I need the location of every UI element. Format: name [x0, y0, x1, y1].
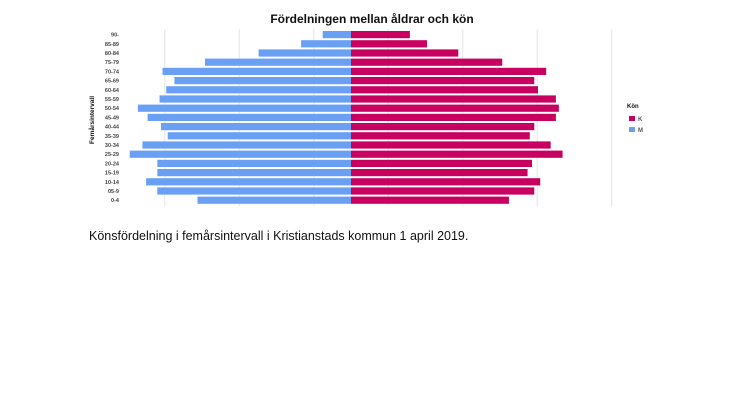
y-tick-label: 15-19 [105, 171, 119, 177]
y-tick-label: 05-9 [108, 189, 119, 195]
bar-k [351, 40, 427, 48]
bar-k [351, 141, 551, 149]
y-tick-label: 45-49 [105, 115, 119, 121]
y-tick-label: 90- [111, 33, 119, 39]
bar-m [161, 123, 351, 131]
bar-k [351, 104, 559, 112]
bar-m [322, 31, 351, 39]
y-tick-label: 55-59 [105, 97, 119, 103]
bar-m [137, 104, 351, 112]
bar-k [351, 178, 541, 186]
legend-swatch-m [629, 127, 635, 132]
bars [129, 31, 563, 204]
legend-label-m: M [638, 128, 643, 134]
y-tick-label: 25-29 [105, 152, 119, 158]
chart-caption: Könsfördelning i femårsintervall i Krist… [89, 229, 469, 243]
bar-m [301, 40, 351, 48]
y-tick-label: 10-14 [105, 180, 120, 186]
chart-canvas: Fördelningen mellan åldrar och kön 90- 85… [88, 12, 643, 206]
bar-k [351, 187, 535, 195]
bar-m [162, 67, 351, 75]
y-tick-label: 85-89 [105, 42, 119, 48]
y-tick-label: 0-4 [111, 198, 120, 204]
y-tick-label: 80-84 [105, 51, 120, 57]
bar-m [157, 169, 351, 177]
bar-m [197, 196, 351, 204]
legend-label-k: K [638, 117, 643, 123]
bar-m [146, 178, 351, 186]
y-tick-label: 50-54 [105, 106, 120, 112]
legend: Kön K M [627, 104, 643, 134]
legend-swatch-k [629, 116, 635, 121]
bar-k [351, 95, 556, 103]
bar-k [351, 58, 503, 66]
y-tick-label: 75-79 [105, 60, 119, 66]
y-tick-label: 60-64 [105, 88, 120, 94]
bar-m [166, 86, 351, 94]
chart-title: Fördelningen mellan åldrar och kön [270, 12, 473, 26]
bar-k [351, 31, 410, 39]
y-tick-labels: 90- 85-89 80-84 75-79 70-74 65-69 60-64 55-59 50… [105, 33, 120, 205]
bar-k [351, 49, 459, 57]
bar-m [157, 187, 351, 195]
bar-k [351, 86, 538, 94]
bar-k [351, 159, 533, 167]
bar-m [129, 150, 351, 158]
y-tick-label: 30-34 [105, 143, 120, 149]
y-tick-label: 70-74 [105, 69, 120, 75]
bar-k [351, 132, 530, 140]
bar-m [204, 58, 351, 66]
y-axis-label: Femårsintervall [88, 96, 96, 144]
bar-k [351, 123, 535, 131]
bar-k [351, 113, 556, 121]
bar-m [174, 77, 351, 85]
bar-k [351, 67, 547, 75]
bar-k [351, 169, 528, 177]
bar-m [142, 141, 351, 149]
bar-m [159, 95, 351, 103]
bar-m [167, 132, 351, 140]
y-tick-label: 40-44 [105, 125, 120, 131]
bar-m [147, 113, 351, 121]
legend-title: Kön [627, 104, 639, 110]
bar-k [351, 196, 509, 204]
population-pyramid-chart: Fördelningen mellan åldrar och kön 90- 85… [88, 12, 643, 206]
y-tick-label: 65-69 [105, 79, 119, 85]
bar-k [351, 77, 535, 85]
bar-m [258, 49, 351, 57]
bar-k [351, 150, 563, 158]
y-tick-label: 35-39 [105, 134, 119, 140]
bar-m [157, 159, 351, 167]
y-tick-label: 20-24 [105, 161, 120, 167]
